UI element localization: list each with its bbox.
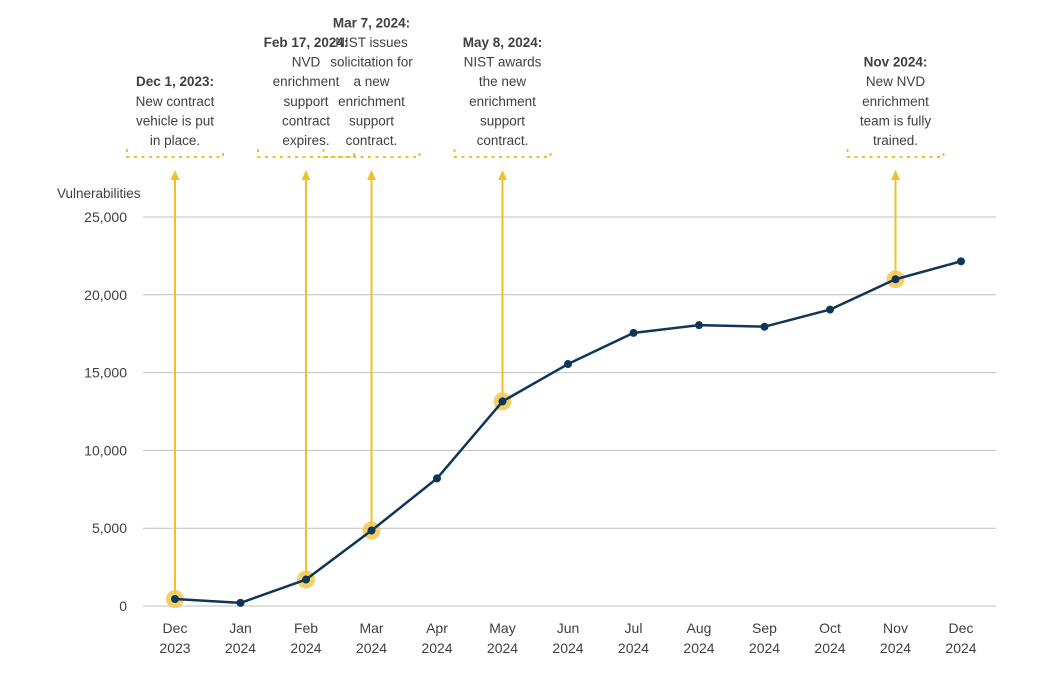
- annotations: Dec 1, 2023: New contract vehicle is put in…: [126, 15, 945, 608]
- annotation-text: contract: [282, 113, 330, 128]
- x-tick-label: Feb 2024: [290, 620, 321, 656]
- annotation-arrowhead: [170, 170, 180, 180]
- annotation-text: NVD: [292, 55, 321, 70]
- x-tick-label: Jul 2024: [618, 620, 649, 656]
- annotation-bracket: [846, 149, 945, 158]
- annotation-text: NIST issues: [335, 35, 408, 50]
- annotation-arrowhead: [301, 170, 311, 180]
- annotation-text: solicitation for: [330, 55, 413, 70]
- annotation-arrowhead: [498, 170, 507, 180]
- annotation-title: Feb 17, 2024:: [264, 35, 349, 50]
- annotation-text: enrichment: [338, 94, 405, 109]
- y-tick-labels: 0 5,000 10,000 15,000 20,000 25,000: [84, 209, 127, 614]
- annotation-title: Nov 2024:: [864, 55, 928, 70]
- annotation-bracket: [322, 149, 421, 158]
- annotation-text: NIST awards: [464, 55, 542, 70]
- series: [171, 257, 965, 607]
- data-point: [171, 594, 179, 603]
- annotation-text: contract.: [477, 133, 529, 148]
- x-tick-label: Nov 2024: [880, 620, 911, 656]
- gridlines: [143, 216, 996, 607]
- annotation-title: May 8, 2024:: [463, 35, 543, 50]
- y-axis-label: Vulnerabilities: [57, 186, 141, 201]
- annotation-arrowhead: [367, 170, 376, 180]
- x-tick-label: Jun 2024: [552, 620, 583, 656]
- x-tick-label: Dec 2023: [159, 620, 190, 656]
- series-line: [174, 260, 962, 605]
- data-point: [629, 328, 638, 337]
- x-tick-label: Dec 2024: [945, 620, 976, 656]
- x-tick-label: Oct 2024: [814, 620, 845, 656]
- y-tick-label: 10,000: [84, 442, 127, 458]
- annotation-text: contract.: [346, 133, 398, 148]
- x-tick-label: May 2024: [487, 620, 518, 656]
- annotation-title: Mar 7, 2024:: [333, 15, 410, 30]
- x-tick-label: Mar 2024: [356, 620, 387, 656]
- annotation-text: team is fully: [860, 113, 932, 128]
- annotation-text: trained.: [873, 133, 918, 148]
- data-point: [760, 322, 769, 331]
- annotation-text: enrichment: [469, 94, 536, 109]
- x-tick-label: Sep 2024: [749, 620, 780, 656]
- y-tick-label: 25,000: [84, 209, 127, 225]
- y-tick-label: 5,000: [92, 520, 127, 536]
- annotation-arrowhead: [891, 170, 900, 180]
- x-tick-labels: Dec 2023 Jan 2024 Feb 2024 Mar 2024 Apr 2024 May 20…: [159, 620, 976, 656]
- annotation-text: enrichment: [862, 94, 929, 109]
- annotation-text: support: [480, 113, 525, 128]
- data-point: [236, 598, 245, 607]
- annotation-text: New NVD: [866, 74, 926, 89]
- annotation-text: support: [283, 94, 328, 109]
- y-tick-label: 20,000: [84, 287, 127, 303]
- y-tick-label: 0: [119, 598, 127, 614]
- annotation-text: enrichment: [273, 74, 340, 89]
- annotation-text: expires.: [282, 133, 329, 148]
- annotation-bracket: [126, 149, 224, 158]
- x-tick-label: Aug 2024: [683, 620, 714, 656]
- annotation-bracket: [257, 149, 355, 158]
- x-tick-label: Apr 2024: [421, 620, 452, 656]
- annotation-text: New contract: [136, 94, 215, 109]
- data-point: [302, 575, 310, 584]
- data-point: [826, 305, 834, 314]
- data-point: [433, 474, 441, 483]
- data-point: [891, 275, 900, 284]
- data-point: [957, 257, 965, 266]
- data-point: [564, 360, 572, 369]
- x-tick-label: Jan 2024: [225, 620, 256, 656]
- data-point: [695, 321, 703, 330]
- y-tick-label: 15,000: [84, 365, 127, 381]
- annotation-bracket: [453, 149, 552, 158]
- annotation-text: in place.: [150, 133, 200, 148]
- annotation-text: the new: [479, 74, 527, 89]
- annotation-text: a new: [353, 74, 389, 89]
- annotation-text: vehicle is put: [136, 113, 214, 128]
- annotation-title: Dec 1, 2023:: [136, 74, 214, 89]
- data-point: [498, 397, 507, 406]
- annotation-text: support: [349, 113, 394, 128]
- data-point: [367, 526, 376, 535]
